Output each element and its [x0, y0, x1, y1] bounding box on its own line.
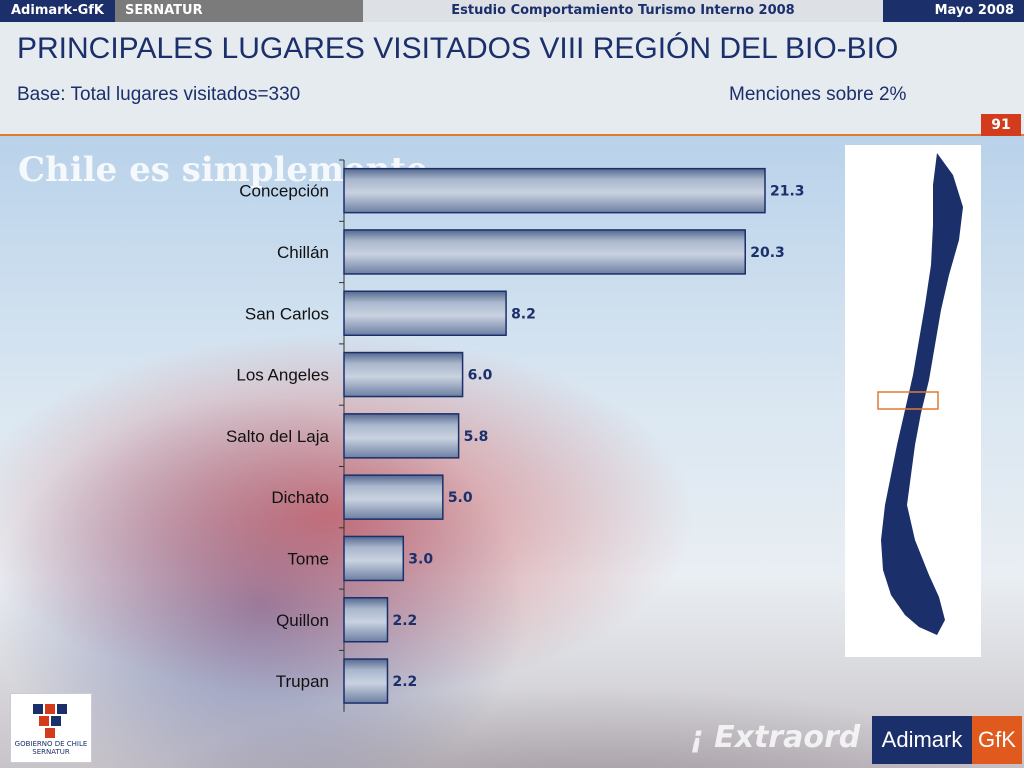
header-divider — [0, 134, 1024, 136]
category-label: Concepción — [239, 182, 329, 201]
date-label: Mayo 2008 — [883, 0, 1024, 22]
logo-gfk-part: GfK — [972, 716, 1022, 764]
watermark-bottom: ¡ Extraord — [690, 720, 861, 755]
client-label: SERNATUR — [115, 0, 363, 22]
bar-chart: Concepción 21.3 Chillán 20.3 San Carlos 8.2 Lo… — [226, 159, 805, 712]
page-number-badge: 91 — [981, 114, 1021, 136]
category-label: Tome — [287, 549, 329, 568]
bar — [343, 290, 507, 336]
category-label: Los Angeles — [236, 366, 329, 385]
slide-header — [0, 22, 1024, 134]
brand-label: Adimark-GfK — [0, 0, 115, 22]
gov-logo-text: GOBIERNO DE CHILE SERNATUR — [14, 740, 88, 756]
value-label: 6.0 — [468, 368, 493, 384]
value-label: 5.0 — [448, 490, 473, 506]
value-label: 2.2 — [392, 674, 417, 690]
chile-map-panel — [845, 145, 981, 657]
category-label: Dichato — [271, 488, 329, 507]
government-logo: GOBIERNO DE CHILE SERNATUR — [10, 693, 92, 763]
bar — [343, 535, 405, 582]
slide-title: PRINCIPALES LUGARES VISITADOS VIII REGIÓ… — [17, 32, 899, 65]
value-label: 3.0 — [408, 551, 433, 567]
adimark-gfk-logo: Adimark GfK — [872, 716, 1022, 764]
top-bar: Adimark-GfK SERNATUR Estudio Comportamie… — [0, 0, 1024, 22]
category-label: San Carlos — [245, 304, 329, 323]
gov-emblem-icon — [33, 704, 67, 738]
value-label: 5.8 — [464, 429, 489, 445]
value-label: 8.2 — [511, 306, 536, 322]
bar — [343, 658, 389, 704]
slide-subtitle: Base: Total lugares visitados=330 — [17, 84, 301, 105]
region-highlight-box — [877, 391, 939, 410]
category-label: Quillon — [276, 611, 329, 630]
chile-map — [877, 153, 963, 635]
bar — [343, 413, 460, 459]
value-label: 2.2 — [392, 613, 417, 629]
slide-note: Menciones sobre 2% — [729, 84, 907, 105]
bar — [343, 229, 746, 275]
bar — [343, 474, 444, 520]
bar — [343, 597, 389, 643]
value-label: 21.3 — [770, 184, 805, 200]
chile-map-shape — [881, 153, 963, 635]
category-label: Chillán — [277, 243, 329, 262]
bar — [343, 351, 464, 398]
bar — [343, 167, 766, 214]
category-label: Trupan — [276, 672, 329, 691]
value-label: 20.3 — [750, 245, 785, 261]
logo-adimark-part: Adimark — [872, 716, 972, 764]
category-label: Salto del Laja — [226, 427, 330, 446]
study-label: Estudio Comportamiento Turismo Interno 2… — [363, 0, 883, 22]
